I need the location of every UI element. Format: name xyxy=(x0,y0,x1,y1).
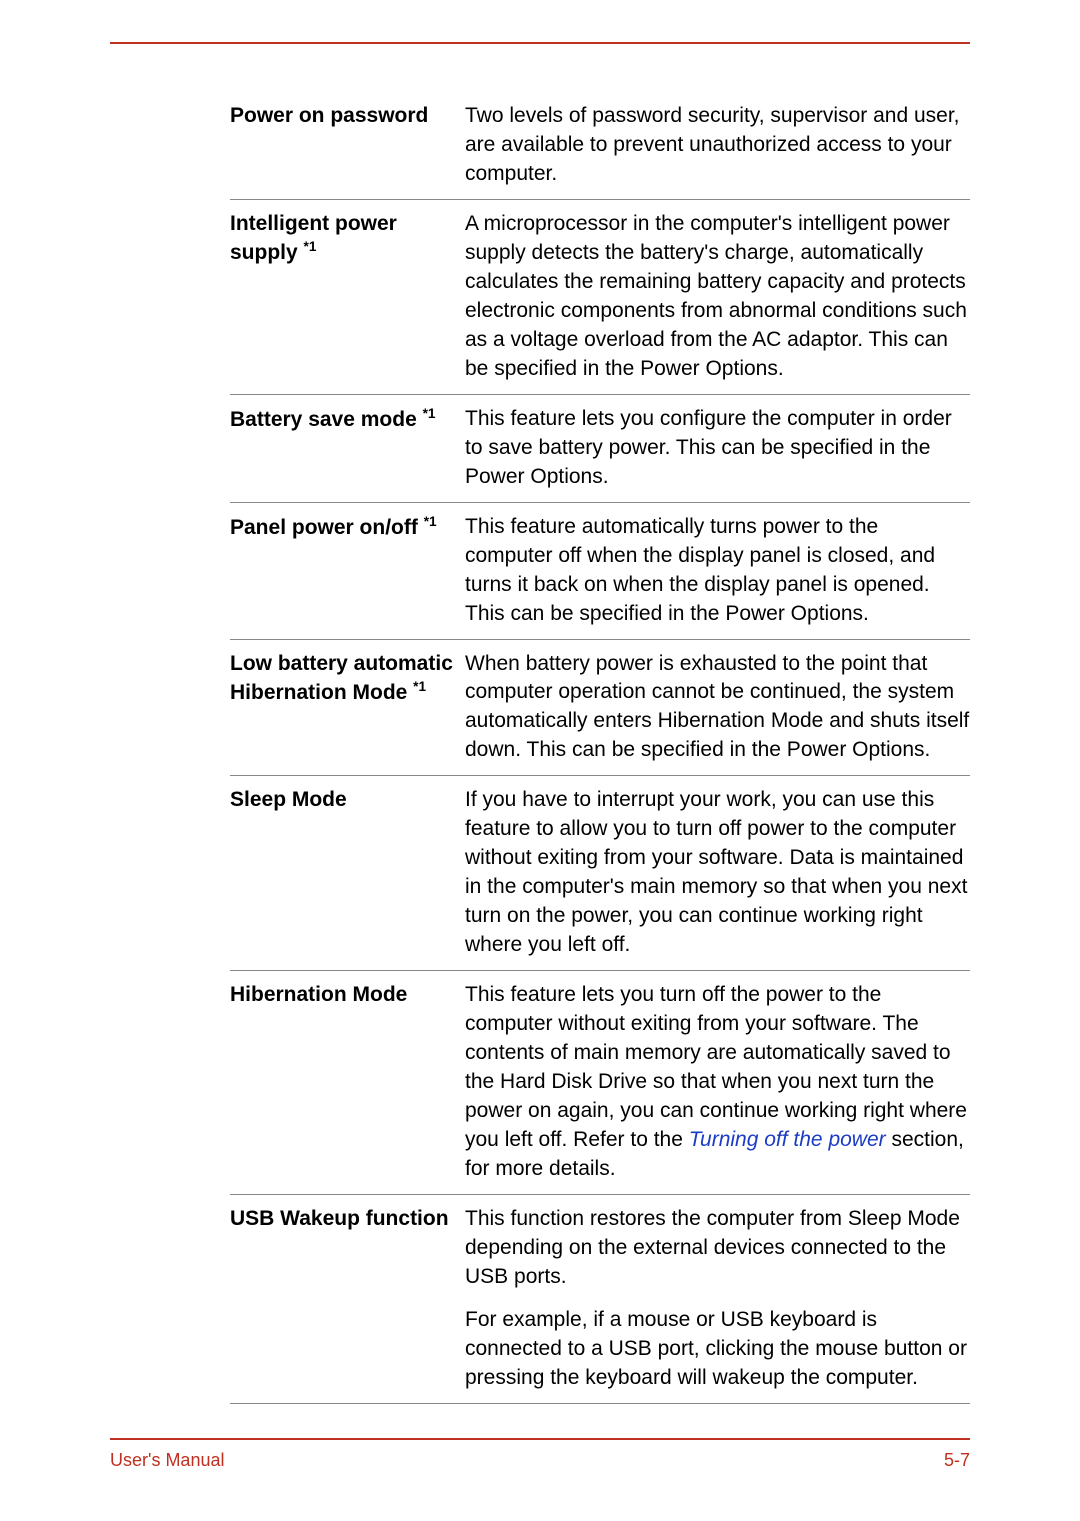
desc-paragraph: This feature automatically turns power t… xyxy=(465,513,970,629)
desc-cell: This feature lets you turn off the power… xyxy=(465,971,970,1195)
footer-right: 5-7 xyxy=(944,1450,970,1471)
term-cell: Sleep Mode xyxy=(230,776,465,971)
desc-paragraph: When battery power is exhausted to the p… xyxy=(465,650,970,766)
table-row: Battery save mode *1This feature lets yo… xyxy=(230,394,970,502)
desc-paragraph: Two levels of password security, supervi… xyxy=(465,102,970,189)
footnote-marker: *1 xyxy=(424,514,437,529)
desc-paragraph: This function restores the computer from… xyxy=(465,1205,970,1292)
desc-cell: Two levels of password security, supervi… xyxy=(465,92,970,199)
desc-paragraph: For example, if a mouse or USB keyboard … xyxy=(465,1306,970,1393)
footnote-marker: *1 xyxy=(304,239,317,254)
footnote-marker: *1 xyxy=(413,679,426,694)
desc-paragraph: This feature lets you turn off the power… xyxy=(465,981,970,1184)
table-row: Hibernation ModeThis feature lets you tu… xyxy=(230,971,970,1195)
desc-paragraph: This feature lets you configure the comp… xyxy=(465,405,970,492)
footer-rule xyxy=(110,1438,970,1440)
footer-left: User's Manual xyxy=(110,1450,224,1471)
table-row: Low battery automatic Hibernation Mode *… xyxy=(230,639,970,776)
table-row: USB Wakeup functionThis function restore… xyxy=(230,1194,970,1403)
cross-reference-link[interactable]: Turning off the power xyxy=(689,1128,886,1151)
desc-paragraph: A microprocessor in the computer's intel… xyxy=(465,210,970,384)
term-cell: Low battery automatic Hibernation Mode *… xyxy=(230,639,465,776)
desc-cell: This function restores the computer from… xyxy=(465,1194,970,1403)
table-row: Power on passwordTwo levels of password … xyxy=(230,92,970,199)
page-content: Power on passwordTwo levels of password … xyxy=(0,0,1080,1404)
desc-cell: This feature automatically turns power t… xyxy=(465,502,970,639)
term-cell: USB Wakeup function xyxy=(230,1194,465,1403)
desc-cell: This feature lets you configure the comp… xyxy=(465,394,970,502)
desc-cell: When battery power is exhausted to the p… xyxy=(465,639,970,776)
footnote-marker: *1 xyxy=(423,406,436,421)
feature-table: Power on passwordTwo levels of password … xyxy=(230,92,970,1404)
footer-row: User's Manual 5-7 xyxy=(110,1450,970,1471)
term-cell: Hibernation Mode xyxy=(230,971,465,1195)
desc-cell: A microprocessor in the computer's intel… xyxy=(465,199,970,394)
term-cell: Battery save mode *1 xyxy=(230,394,465,502)
page-footer: User's Manual 5-7 xyxy=(110,1438,970,1471)
table-row: Intelligent power supply *1A microproces… xyxy=(230,199,970,394)
desc-cell: If you have to interrupt your work, you … xyxy=(465,776,970,971)
term-cell: Intelligent power supply *1 xyxy=(230,199,465,394)
table-row: Sleep ModeIf you have to interrupt your … xyxy=(230,776,970,971)
desc-paragraph: If you have to interrupt your work, you … xyxy=(465,786,970,960)
term-cell: Panel power on/off *1 xyxy=(230,502,465,639)
feature-table-body: Power on passwordTwo levels of password … xyxy=(230,92,970,1403)
table-row: Panel power on/off *1This feature automa… xyxy=(230,502,970,639)
top-rule xyxy=(110,42,970,44)
term-cell: Power on password xyxy=(230,92,465,199)
